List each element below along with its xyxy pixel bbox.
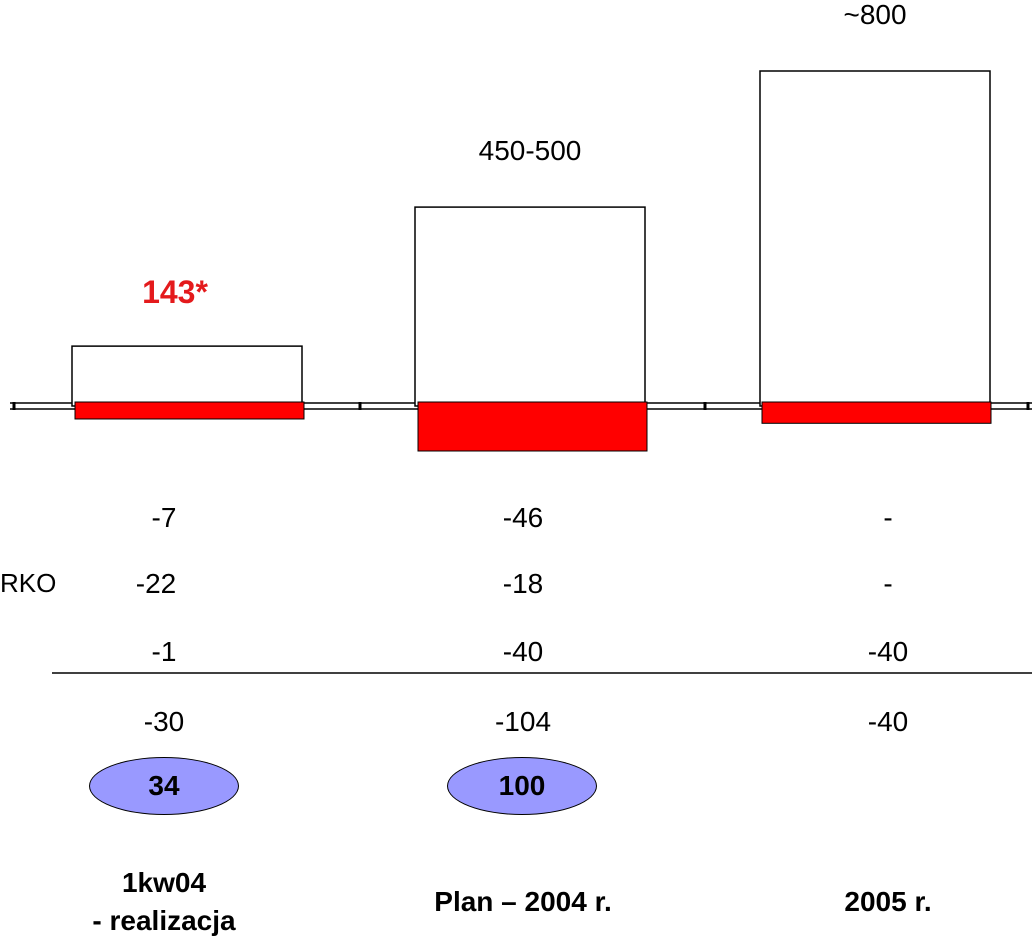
breakdown-value-r0-c1: -46: [502, 502, 544, 533]
total-value-1: -104: [494, 706, 552, 737]
value-label-1: 450-500: [478, 135, 582, 167]
category-label-line-0-1: - realizacja: [92, 905, 236, 936]
breakdown-value-r1-c0: -22: [135, 568, 177, 599]
positive-bar-1: [414, 206, 646, 407]
highlight-oval-0: 34: [89, 757, 239, 815]
negative-bar-0: [74, 401, 305, 420]
breakdown-value-r2-c0: -1: [151, 636, 177, 667]
category-label-line-1-0: Plan – 2004 r.: [434, 886, 612, 917]
breakdown-value-r1-c2: -: [883, 568, 893, 599]
highlight-oval-value-0: 34: [89, 757, 239, 815]
category-label-line-0-0: 1kw04: [121, 867, 207, 898]
negative-bar-1: [417, 401, 648, 452]
value-label-2: ~800: [843, 0, 907, 30]
breakdown-value-r0-c0: -7: [151, 502, 177, 533]
category-label-0: 1kw04 - realizacja: [92, 864, 235, 940]
positive-bar-0: [71, 345, 303, 407]
highlight-oval-1: 100: [447, 757, 597, 815]
breakdown-value-r0-c2: -: [883, 502, 893, 533]
negative-bar-2: [761, 401, 992, 424]
total-value-2: -40: [867, 706, 909, 737]
breakdown-value-r2-c1: -40: [502, 636, 544, 667]
highlight-oval-value-1: 100: [447, 757, 597, 815]
breakdown-value-r1-c1: -18: [502, 568, 544, 599]
category-label-2: 2005 r.: [844, 883, 931, 921]
value-label-0: 143*: [142, 274, 208, 311]
category-label-1: Plan – 2004 r.: [434, 883, 611, 921]
category-label-line-2-0: 2005 r.: [844, 886, 932, 917]
breakdown-value-r2-c2: -40: [867, 636, 909, 667]
positive-bar-2: [759, 70, 991, 407]
total-value-0: -30: [143, 706, 185, 737]
row-label-rko: RKO: [0, 568, 57, 598]
